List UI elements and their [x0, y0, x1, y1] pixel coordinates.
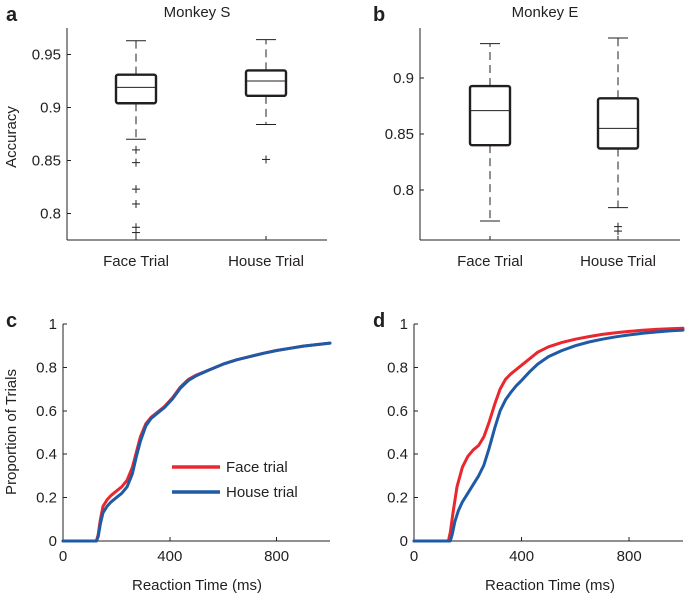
panel-a-ytick-label: 0.95 [32, 47, 61, 64]
panel-a-ytick-label: 0.9 [40, 100, 61, 117]
outlier-marker [132, 185, 140, 194]
outlier-marker [132, 145, 140, 154]
panel-b-title: Monkey E [512, 4, 579, 21]
panel-c-ytick-label: 0.6 [36, 403, 57, 420]
panel-b-box-house [596, 37, 640, 236]
panel-a-box-face [114, 40, 158, 237]
panel-c-ytick-label: 1 [49, 316, 57, 333]
panel-d-series-face [412, 326, 685, 543]
panel-c-xlabel: Reaction Time (ms) [132, 577, 262, 594]
panel-d-plot: 0 0.2 0.4 0.6 0.8 1 0 400 800 [387, 316, 685, 565]
panel-b-ytick-label: 0.8 [393, 182, 414, 199]
panel-d-ytick-label: 0.4 [387, 446, 408, 463]
panel-a-letter: a [6, 4, 18, 26]
panel-c-ytick-label: 0.8 [36, 359, 57, 376]
panel-c-xtick-label: 0 [59, 548, 67, 565]
iqr-box [596, 97, 640, 150]
legend: Face trial House trial [172, 459, 298, 501]
panel-d-ytick-label: 0.2 [387, 490, 408, 507]
panel-c-ytick-label: 0.2 [36, 490, 57, 507]
panel-c-letter: c [6, 310, 17, 332]
panel-d-ytick-label: 0.6 [387, 403, 408, 420]
panel-b-box-face [468, 43, 512, 222]
panel-a-box-house [244, 39, 288, 164]
panel-c: c Proportion of Trials Reaction Time (ms… [3, 310, 332, 594]
outlier-marker [614, 227, 622, 236]
panel-d-letter: d [373, 310, 385, 332]
panel-d-xtick-label: 400 [509, 548, 534, 565]
outlier-marker [132, 228, 140, 237]
panel-c-plot: 0 0.2 0.4 0.6 0.8 1 0 400 800 [36, 316, 332, 565]
panel-c-xtick-label: 400 [157, 548, 182, 565]
outlier-marker [132, 158, 140, 167]
panel-a-ytick-label: 0.85 [32, 153, 61, 170]
panel-b-letter: b [373, 4, 385, 26]
iqr-box [244, 69, 288, 98]
panel-d-series-house [412, 328, 685, 543]
legend-label-house: House trial [226, 484, 298, 501]
panel-a-ytick-label: 0.8 [40, 206, 61, 223]
panel-b-xtick-face: Face Trial [457, 253, 523, 270]
panel-c-ylabel: Proportion of Trials [3, 369, 20, 495]
panel-c-xtick-label: 800 [264, 548, 289, 565]
panel-b-xtick-house: House Trial [580, 253, 656, 270]
panel-c-series-house [61, 341, 332, 543]
panel-a-plot: 0.8 0.85 0.9 0.95 [32, 28, 327, 241]
iqr-box [114, 73, 158, 105]
panel-a-xtick-face: Face Trial [103, 253, 169, 270]
panel-b-plot: 0.8 0.85 0.9 [385, 28, 680, 241]
panel-d-xlabel: Reaction Time (ms) [485, 577, 615, 594]
panel-a-title: Monkey S [164, 4, 231, 21]
panel-d-xtick-label: 0 [410, 548, 418, 565]
iqr-box [468, 84, 512, 147]
panel-c-ytick-label: 0 [49, 533, 57, 550]
outlier-marker [262, 155, 270, 164]
panel-d: d Reaction Time (ms) 0 0.2 0.4 0.6 0.8 1 0 400 8… [373, 310, 685, 594]
panel-d-ytick-label: 0 [400, 533, 408, 550]
panel-b-ytick-label: 0.85 [385, 126, 414, 143]
panel-d-xtick-label: 800 [617, 548, 642, 565]
panel-a-ylabel: Accuracy [3, 106, 20, 168]
panel-a-xtick-house: House Trial [228, 253, 304, 270]
panel-d-ytick-label: 0.8 [387, 359, 408, 376]
panel-b: b Monkey E Face Trial House Trial 0.80.8… [373, 4, 680, 270]
panel-b-ytick-label: 0.9 [393, 70, 414, 87]
outlier-marker [132, 199, 140, 208]
panel-a: a Monkey S Accuracy Face Trial House Tri… [3, 4, 327, 270]
panel-c-ytick-label: 0.4 [36, 446, 57, 463]
legend-label-face: Face trial [226, 459, 288, 476]
panel-d-ytick-label: 1 [400, 316, 408, 333]
